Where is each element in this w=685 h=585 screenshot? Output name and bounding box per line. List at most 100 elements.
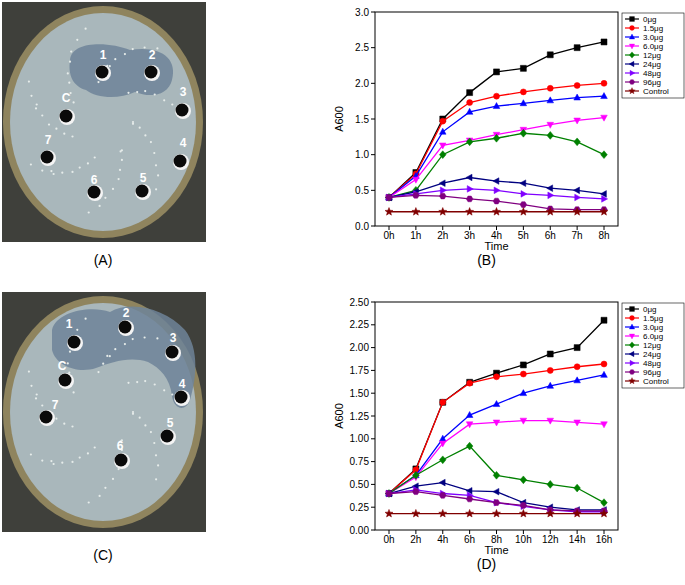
series-point [439, 180, 445, 187]
series-point [466, 422, 473, 428]
legend-label: 3.0μg [643, 323, 663, 332]
y-tick [371, 12, 375, 13]
legend-marker [629, 80, 634, 85]
series-point [574, 420, 581, 426]
series-point [601, 422, 608, 428]
series-point [546, 509, 554, 517]
agar [10, 13, 196, 231]
series-point [387, 194, 393, 201]
y-tick [371, 507, 375, 508]
colony [70, 51, 72, 53]
series-point [413, 191, 419, 198]
colony [41, 404, 43, 406]
series-point [546, 208, 554, 216]
series-point [494, 69, 500, 75]
plot-frame [375, 302, 618, 530]
colony [71, 461, 73, 463]
colony [69, 351, 71, 353]
line-chart: 0.00.51.01.52.02.53.00h1h2h3h4h5h6h7h8hT… [333, 7, 684, 269]
colony [154, 93, 156, 95]
well-rim [165, 345, 181, 361]
series-point [385, 194, 391, 201]
series-point [574, 364, 580, 370]
colony [71, 425, 73, 427]
well-label: 2 [149, 48, 156, 62]
series-point [386, 491, 393, 497]
colony [71, 135, 73, 137]
y-tick [371, 461, 375, 462]
colony [155, 164, 157, 166]
colony [139, 127, 141, 129]
series-point [386, 194, 392, 200]
y-tick-label: 2.5 [355, 42, 369, 53]
plate-photo-background [2, 2, 206, 242]
series-point [439, 509, 447, 517]
colony [120, 150, 122, 152]
series-line [389, 320, 604, 493]
series-point [574, 377, 581, 383]
y-tick [371, 347, 375, 348]
x-tick-label: 2h [410, 534, 421, 545]
legend-marker [629, 324, 634, 329]
series-point [547, 418, 554, 424]
colony [136, 91, 138, 93]
series-point [600, 208, 608, 216]
inhibition-zone [52, 306, 195, 407]
well-rim [118, 320, 134, 336]
y-tick [371, 438, 375, 439]
legend-label: 0μg [643, 15, 657, 24]
series-point [386, 194, 393, 202]
plot-area [385, 39, 608, 215]
series-point [601, 371, 608, 377]
series-point [466, 208, 474, 216]
series-point [520, 100, 527, 106]
plate-photo-background [2, 292, 206, 532]
series-point [574, 45, 580, 51]
series-point [385, 490, 391, 497]
series-point [412, 208, 420, 216]
panel-label: (C) [93, 547, 112, 563]
well [60, 110, 73, 123]
series-point [494, 93, 500, 99]
y-tick-label: 1.25 [350, 411, 370, 422]
series-point [413, 471, 420, 479]
series-point [439, 193, 446, 199]
colony [53, 463, 55, 465]
colony [36, 103, 38, 105]
colony [112, 188, 114, 190]
y-tick-label: 0.00 [350, 525, 370, 536]
legend-marker [630, 70, 635, 75]
x-tick-label: 6h [545, 230, 556, 241]
y-tick [371, 47, 375, 48]
series-line [389, 490, 604, 512]
well-rim [174, 390, 190, 406]
colony [97, 371, 99, 373]
colony [163, 389, 165, 391]
well-rim [114, 453, 130, 469]
well [174, 155, 187, 168]
x-tick-label: 8h [598, 230, 609, 241]
x-tick-label: 4h [437, 534, 448, 545]
well-rim [39, 410, 55, 426]
series-point [385, 509, 393, 517]
series-line [389, 96, 604, 197]
series-line [389, 118, 604, 198]
legend-marker [629, 378, 635, 384]
series-point [386, 491, 392, 497]
series-point [547, 185, 553, 192]
colony [144, 46, 146, 48]
legend-marker [630, 17, 635, 22]
series-point [466, 442, 473, 450]
well [145, 66, 158, 79]
colony [156, 337, 158, 339]
legend-label: 6.0μg [643, 332, 663, 341]
colony [132, 123, 134, 125]
legend-label: 24μg [643, 60, 661, 69]
y-tick [371, 370, 375, 371]
x-tick-label: 7h [572, 230, 583, 241]
x-tick-label: 0h [383, 534, 394, 545]
colony [136, 381, 138, 383]
series-line [389, 83, 604, 197]
series-point [494, 499, 500, 506]
colony [155, 188, 157, 190]
